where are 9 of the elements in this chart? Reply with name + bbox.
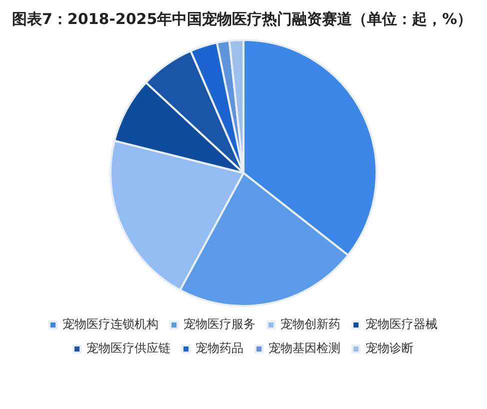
legend-label: 宠物医疗器械 xyxy=(366,317,438,332)
legend-label: 宠物创新药 xyxy=(280,317,340,332)
legend-label: 宠物医疗连锁机构 xyxy=(62,317,158,332)
chart-title: 图表7：2018-2025年中国宠物医疗热门融资赛道（单位：起，%） xyxy=(11,9,474,30)
legend-label: 宠物医疗供应链 xyxy=(86,341,170,356)
legend-label: 宠物医疗服务 xyxy=(184,317,256,332)
legend-label: 宠物药品 xyxy=(196,341,244,356)
legend-label: 宠物基因检测 xyxy=(268,341,340,356)
legend-label: 宠物诊断 xyxy=(366,341,414,356)
